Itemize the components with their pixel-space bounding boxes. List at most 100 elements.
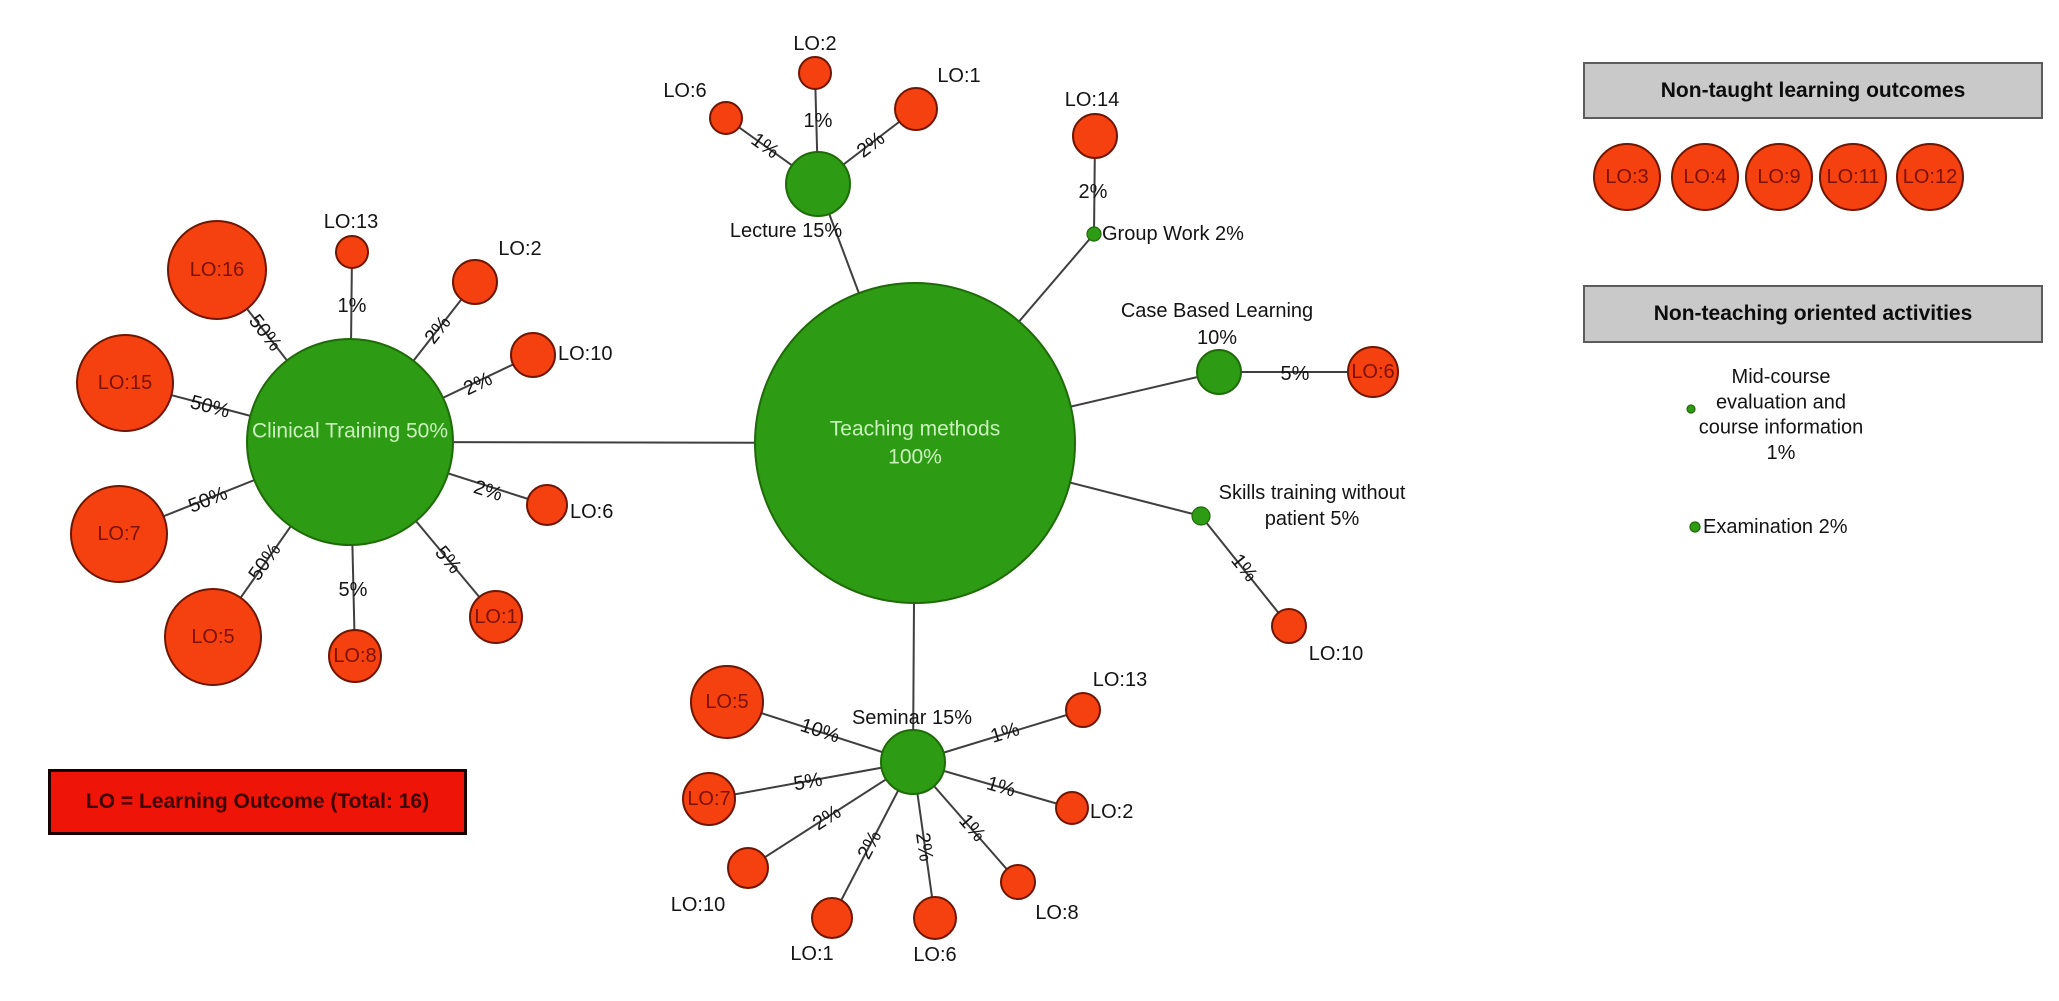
node-p-lo4	[1671, 143, 1739, 211]
node-label-se-lo7: LO:7	[687, 788, 730, 810]
node-skills	[1191, 506, 1211, 526]
node-label-c-lo16: LO:16	[190, 259, 244, 281]
label-c-lo13: LO:13	[324, 211, 378, 233]
node-c-lo16	[167, 220, 267, 320]
label-c-lo10: LO:10	[558, 343, 612, 365]
node-p-lo12	[1896, 143, 1964, 211]
pct-label-c-lo6: 2%	[471, 476, 505, 506]
legend-text: LO = Learning Outcome (Total: 16)	[85, 790, 430, 813]
pct-label-c-lo13: 1%	[338, 295, 367, 317]
label-l-lo1: LO:1	[937, 65, 980, 87]
node-c-lo8	[328, 629, 382, 683]
node-label-p-lo4: LO:4	[1683, 166, 1726, 188]
node-lecture	[785, 151, 851, 217]
label-se-lo10: LO:10	[671, 894, 725, 916]
non-teaching-header: Non-teaching oriented activities	[1583, 285, 2043, 343]
node-ex-dot	[1689, 521, 1701, 533]
node-c-lo6	[526, 484, 568, 526]
node-c-lo10	[510, 332, 556, 378]
node-label-p-lo9: LO:9	[1757, 166, 1800, 188]
node-l-lo2	[798, 56, 832, 90]
label-seminar: Seminar 15%	[852, 707, 972, 729]
node-case-lo6	[1347, 346, 1399, 398]
label-l-lo2: LO:2	[793, 33, 836, 55]
node-c-lo1	[469, 590, 523, 644]
midcourse-evaluation-label: 1%	[1767, 442, 1796, 464]
node-se-lo7	[682, 772, 736, 826]
pct-label-c-lo8: 5%	[339, 579, 368, 601]
node-label-p-lo3: LO:3	[1605, 166, 1648, 188]
node-label-case-lo6: LO:6	[1351, 361, 1394, 383]
label-se-lo13: LO:13	[1093, 669, 1147, 691]
node-label-p-lo12: LO:12	[1903, 166, 1957, 188]
pct-label-l-lo6: 1%	[747, 129, 783, 164]
non-taught-header: Non-taught learning outcomes	[1583, 62, 2043, 119]
label-lecture: Lecture 15%	[730, 220, 843, 242]
examination-label: Examination 2%	[1703, 516, 1848, 538]
case-based-learning-label: 10%	[1197, 327, 1237, 349]
node-l-lo6	[709, 101, 743, 135]
label-c-lo2: LO:2	[498, 238, 541, 260]
pct-label-c-lo10: 2%	[460, 368, 496, 400]
node-se-lo1	[811, 897, 853, 939]
node-se-lo13	[1065, 692, 1101, 728]
node-se-lo5	[690, 665, 764, 739]
node-label-teaching: Teaching methods	[830, 418, 1000, 441]
case-based-learning-label: Case Based Learning	[1121, 300, 1313, 322]
node-label-clinical: Clinical Training 50%	[252, 420, 448, 443]
label-s-lo10: LO:10	[1309, 643, 1363, 665]
pct-label-case-lo6: 5%	[1281, 363, 1310, 385]
node-seminar	[880, 729, 946, 795]
label-se-lo2: LO:2	[1090, 801, 1133, 823]
node-mc-dot	[1686, 404, 1696, 414]
pct-label-gw-lo14: 2%	[1079, 181, 1108, 203]
node-gw-lo14	[1072, 113, 1118, 159]
pct-label-c-lo7: 50%	[185, 482, 231, 517]
label-c-lo6: LO:6	[570, 501, 613, 523]
node-label-c-lo15: LO:15	[98, 372, 152, 394]
node-label-p-lo11: LO:11	[1827, 166, 1880, 188]
node-c-lo7	[70, 485, 168, 583]
midcourse-evaluation-label: course information	[1699, 417, 1864, 439]
label-gw: Group Work 2%	[1102, 223, 1244, 245]
node-clinical	[246, 338, 454, 546]
pct-label-l-lo2: 1%	[804, 110, 833, 132]
skills-training-label: patient 5%	[1265, 508, 1360, 530]
node-label-c-lo8: LO:8	[333, 645, 376, 667]
pct-label-c-lo2: 2%	[420, 312, 455, 348]
pct-label-c-lo1: 5%	[430, 542, 466, 578]
node-gw	[1086, 226, 1102, 242]
label-se-lo8: LO:8	[1035, 902, 1078, 924]
pct-label-c-lo16: 50%	[244, 310, 286, 355]
pct-label-c-lo5: 50%	[244, 539, 285, 585]
node-s-lo10	[1271, 608, 1307, 644]
pct-label-se-lo5: 10%	[798, 714, 843, 747]
pct-label-se-lo7: 5%	[792, 769, 825, 796]
legend-box: LO = Learning Outcome (Total: 16)	[48, 769, 467, 835]
label-se-lo1: LO:1	[790, 943, 833, 965]
pct-label-se-lo1: 2%	[854, 827, 887, 863]
non-taught-title: Non-taught learning outcomes	[1660, 78, 1966, 102]
node-case	[1196, 349, 1242, 395]
pct-label-se-lo10: 2%	[809, 801, 845, 835]
node-p-lo9	[1745, 143, 1813, 211]
node-se-lo10	[727, 847, 769, 889]
pct-label-se-lo2: 1%	[984, 772, 1018, 801]
node-c-lo15	[76, 334, 174, 432]
node-se-lo2	[1055, 791, 1089, 825]
non-teaching-title: Non-teaching oriented activities	[1653, 302, 1973, 325]
skills-training-label: Skills training without	[1219, 482, 1406, 504]
link-se-lo7-seminar	[708, 761, 914, 800]
pct-label-se-lo13: 1%	[988, 718, 1022, 748]
node-c-lo5	[164, 588, 262, 686]
midcourse-evaluation-label: evaluation and	[1716, 391, 1846, 413]
node-l-lo1	[894, 87, 938, 131]
label-gw-lo14: LO:14	[1065, 89, 1119, 111]
pct-label-c-lo15: 50%	[188, 391, 233, 422]
node-p-lo11	[1819, 143, 1887, 211]
node-label-c-lo5: LO:5	[191, 626, 234, 648]
node-c-lo2	[452, 259, 498, 305]
node-se-lo6	[913, 896, 957, 940]
